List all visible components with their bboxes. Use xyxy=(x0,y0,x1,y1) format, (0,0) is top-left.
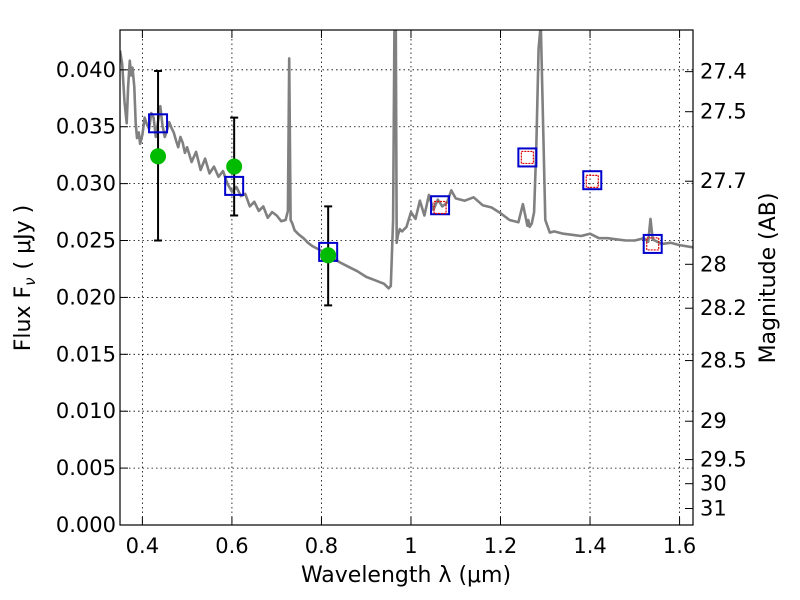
model-photometry-markers xyxy=(148,113,663,262)
detection-markers xyxy=(150,148,337,264)
y-axis-title-main: Flux F xyxy=(11,286,36,351)
model-spectrum-line xyxy=(120,30,693,290)
model-photometry-point xyxy=(582,170,603,191)
model-photometry-point xyxy=(642,233,663,254)
model-photometry-point xyxy=(148,113,169,134)
plot-frame xyxy=(119,29,694,526)
y-tick-label: 0.015 xyxy=(56,342,116,366)
x-tick-label: 0.4 xyxy=(126,534,159,558)
right-tick-label: 27.7 xyxy=(700,169,747,193)
right-tick-label: 28.2 xyxy=(700,296,747,320)
upper-limit-markers xyxy=(433,150,660,251)
y-tick-label: 0.030 xyxy=(56,172,116,196)
model-photometry-point xyxy=(224,175,245,196)
y-tick-label: 0.000 xyxy=(56,513,116,537)
y-axis-title: Flux Fν ( μJy ) xyxy=(11,205,39,351)
x-tick-label: 1.4 xyxy=(573,534,606,558)
upper-limit-point xyxy=(433,200,447,215)
right-tick-label: 28.5 xyxy=(700,349,747,373)
y-tick-labels: 0.000 0.005 0.010 0.015 0.020 0.025 0.030 0.035… xyxy=(56,58,116,537)
y-tick-label: 0.010 xyxy=(56,399,116,423)
x-axis-title: Wavelength λ (μm) xyxy=(301,563,511,588)
right-tick-label: 27.5 xyxy=(700,100,747,124)
y-tick-label: 0.005 xyxy=(56,456,116,480)
x-tick-label: 1.6 xyxy=(663,534,696,558)
upper-limit-point xyxy=(585,174,599,188)
detection-point xyxy=(226,158,243,175)
model-photometry-point xyxy=(517,147,538,168)
spectrum-layer xyxy=(120,30,693,290)
grid xyxy=(120,30,693,526)
detection-point xyxy=(150,148,167,165)
svg-text:Flux Fν( μJy ): Flux Fν ( μJy ) xyxy=(11,205,39,351)
y-tick-label: 0.020 xyxy=(56,285,116,309)
right-tick-label: 30 xyxy=(700,472,727,496)
right-tick-label: 29.5 xyxy=(700,448,747,472)
y-axis-title-subscript: ν xyxy=(21,277,39,285)
x-tick-labels: 0.4 0.6 0.8 1 1.2 1.4 1.6 xyxy=(126,534,697,558)
right-tick-label: 31 xyxy=(700,497,727,521)
x-tick-label: 0.6 xyxy=(215,534,248,558)
y-axis-title-unit: ( μJy ) xyxy=(11,205,36,270)
tick-marks xyxy=(120,30,693,526)
model-photometry-point xyxy=(430,195,451,216)
y-tick-label: 0.035 xyxy=(56,115,116,139)
y-tick-label: 0.040 xyxy=(56,58,116,82)
right-axis-title: Magnitude (AB) xyxy=(756,193,781,364)
x-tick-label: 1 xyxy=(404,534,417,558)
right-tick-label: 27.4 xyxy=(700,60,747,84)
detection-point xyxy=(320,247,337,264)
right-tick-label: 28 xyxy=(700,252,727,276)
y-tick-label: 0.025 xyxy=(56,229,116,253)
upper-limit-point xyxy=(646,237,660,251)
x-tick-label: 0.8 xyxy=(305,534,338,558)
x-tick-label: 1.2 xyxy=(484,534,517,558)
upper-limit-point xyxy=(520,150,534,165)
right-tick-label: 29 xyxy=(700,409,727,433)
